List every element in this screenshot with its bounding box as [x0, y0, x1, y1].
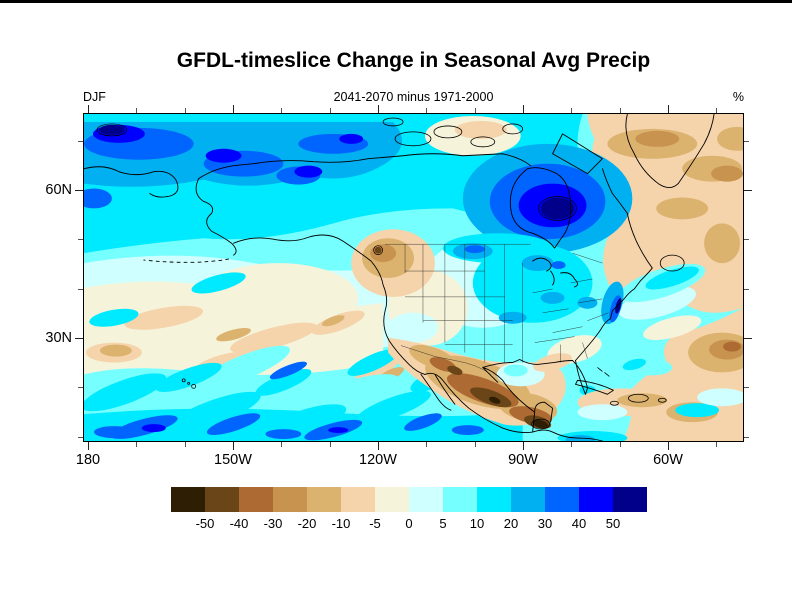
tick-major — [88, 442, 89, 450]
tick-minor — [426, 442, 428, 447]
tick-minor — [744, 436, 749, 438]
subtitle-row: DJF 2041-2070 minus 1971-2000 % — [83, 90, 744, 105]
colorbar-segment — [545, 487, 579, 512]
colorbar-segment — [205, 487, 239, 512]
colorbar-label: 10 — [469, 516, 485, 531]
x-tick-label: 60W — [653, 452, 683, 468]
tick-minor — [571, 108, 573, 113]
colorbar-label: 5 — [439, 516, 447, 531]
tick-minor — [716, 108, 718, 113]
colorbar-segment — [273, 487, 307, 512]
tick-minor — [136, 442, 138, 447]
period-label: 2041-2070 minus 1971-2000 — [333, 90, 494, 104]
colorbar-segment — [375, 487, 409, 512]
tick-minor — [184, 442, 186, 447]
colorbar-label: -30 — [263, 516, 283, 531]
colorbar-label: 40 — [571, 516, 587, 531]
colorbar-label: -40 — [229, 516, 249, 531]
tick-minor — [744, 387, 749, 389]
colorbar-label: -20 — [297, 516, 317, 531]
page-title: GFDL-timeslice Change in Seasonal Avg Pr… — [176, 49, 651, 72]
tick-major — [522, 442, 524, 450]
tick-minor — [619, 108, 621, 113]
tick-minor — [78, 140, 83, 142]
colorbar-label: 0 — [405, 516, 413, 531]
filled-contours — [84, 114, 743, 441]
x-tick-label: 90W — [508, 452, 538, 468]
colorbar-segment — [443, 487, 477, 512]
tick-minor — [744, 239, 749, 241]
tick-minor — [78, 239, 83, 241]
y-tick-label: 60N — [45, 182, 72, 198]
tick-minor — [474, 108, 476, 113]
tick-major — [377, 105, 379, 113]
tick-minor — [329, 442, 331, 447]
tick-minor — [426, 108, 428, 113]
tick-minor — [78, 436, 83, 438]
y-tick-label: 30N — [45, 329, 72, 346]
coastlines — [84, 114, 715, 441]
colorbar-segment — [579, 487, 613, 512]
colorbar-label: -50 — [195, 516, 215, 531]
tick-minor — [571, 442, 573, 447]
x-tick-label: 120W — [359, 452, 397, 468]
precip-anomaly-field — [84, 114, 743, 441]
tick-major — [667, 442, 669, 450]
tick-minor — [329, 108, 331, 113]
contour-lines — [96, 123, 577, 430]
colorbar-segment — [613, 487, 647, 512]
colorbar-label: -5 — [369, 516, 381, 531]
colorbar-segment — [477, 487, 511, 512]
x-tick-label: 150W — [214, 452, 252, 468]
tick-major — [75, 337, 83, 339]
tick-minor — [281, 108, 283, 113]
tick-major — [667, 105, 669, 113]
islands — [181, 117, 685, 406]
tick-major — [88, 105, 89, 113]
colorbar-segment — [307, 487, 341, 512]
colorbar-segment — [341, 487, 375, 512]
tick-major — [522, 105, 524, 113]
tick-major — [232, 105, 234, 113]
colorbar-segment — [239, 487, 273, 512]
colorbar-segment — [171, 487, 205, 512]
colorbar-label: -10 — [331, 516, 351, 531]
tick-minor — [78, 288, 83, 290]
tick-minor — [744, 288, 749, 290]
x-tick-label: 180 — [75, 452, 101, 468]
tick-minor — [716, 442, 718, 447]
tick-minor — [619, 442, 621, 447]
tick-minor — [474, 442, 476, 447]
colorbar-label: 50 — [605, 516, 621, 531]
colorbar — [171, 487, 647, 512]
colorbar-label: 30 — [537, 516, 553, 531]
tick-major — [744, 337, 752, 339]
colorbar-segment — [511, 487, 545, 512]
tick-minor — [184, 108, 186, 113]
tick-minor — [136, 108, 138, 113]
tick-major — [377, 442, 379, 450]
tick-minor — [78, 387, 83, 389]
us-state-borders — [385, 243, 609, 375]
units-label: % — [732, 90, 744, 104]
colorbar-segment — [409, 487, 443, 512]
tick-minor — [744, 140, 749, 142]
tick-major — [744, 190, 752, 191]
tick-minor — [281, 442, 283, 447]
tick-major — [232, 442, 234, 450]
map-plot — [83, 113, 744, 442]
colorbar-label: 20 — [503, 516, 519, 531]
tick-major — [75, 190, 83, 191]
season-label: DJF — [83, 90, 106, 104]
top-border — [0, 0, 792, 3]
